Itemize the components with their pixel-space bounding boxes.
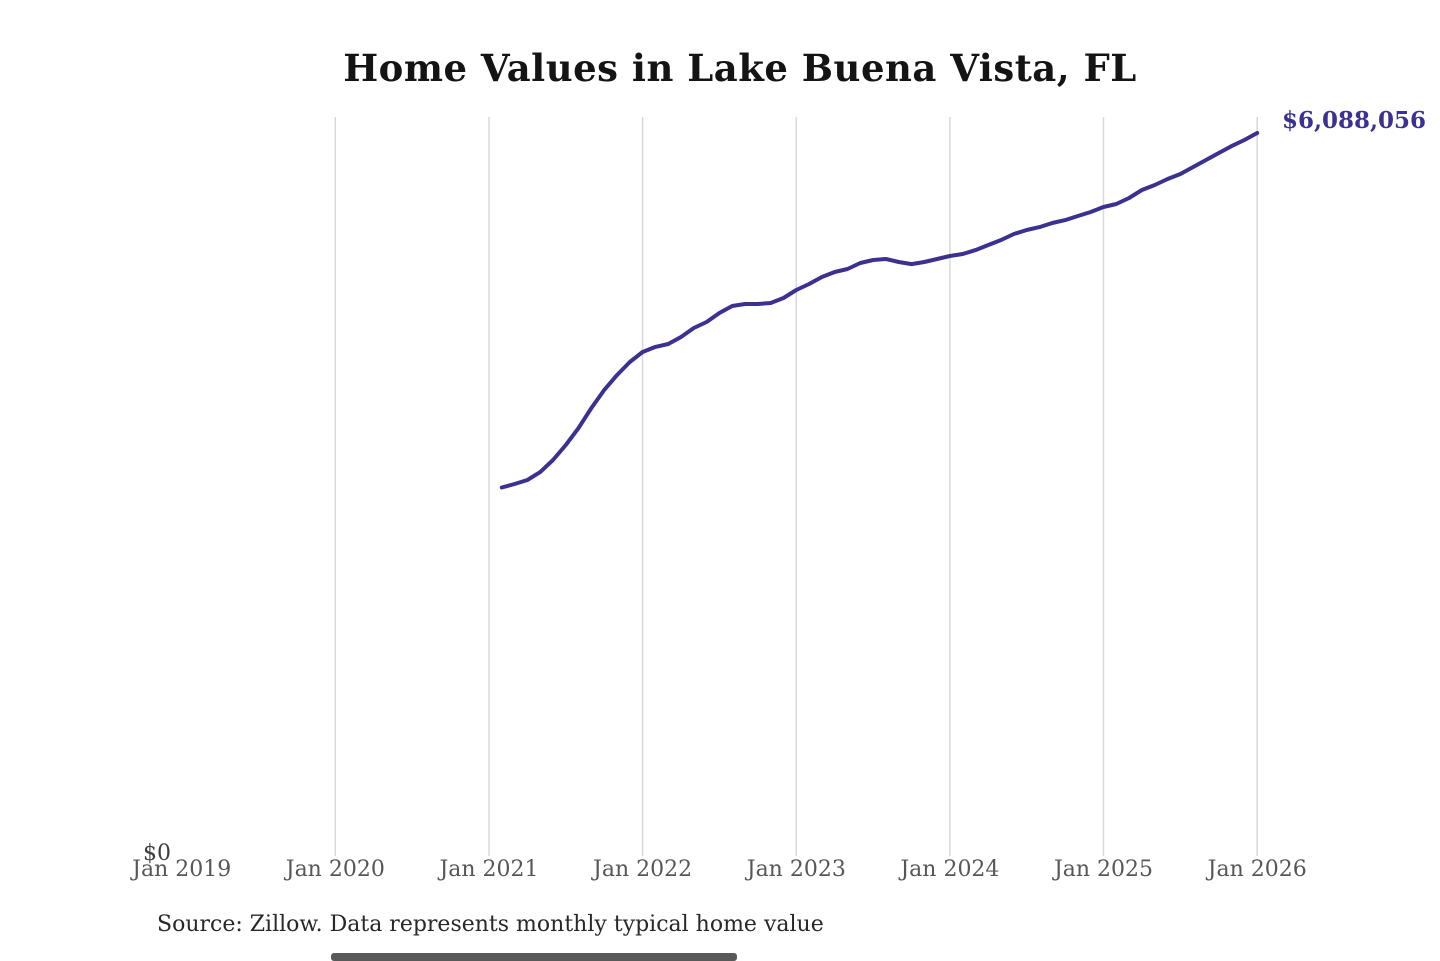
x-axis-label-jan-2026: Jan 2026 [1207, 857, 1307, 882]
y-axis-zero-label: $0 [143, 841, 171, 866]
x-axis-label-jan-2019: Jan 2019 [132, 857, 232, 882]
latest-value-annotation: $6,088,056 [1282, 107, 1427, 134]
x-axis-label-jan-2025: Jan 2025 [1053, 857, 1154, 882]
home-value-line [499, 131, 1260, 490]
source-note: Source: Zillow. Data represents monthly … [157, 912, 824, 937]
x-axis-label-jan-2020: Jan 2020 [285, 857, 385, 882]
cropped-bottom-text-sliver [331, 953, 737, 961]
x-axis-label-jan-2024: Jan 2024 [900, 857, 1000, 882]
x-axis-label-jan-2022: Jan 2022 [593, 857, 693, 882]
x-axis-label-jan-2021: Jan 2021 [439, 857, 539, 882]
vertical-gridlines [334, 117, 1258, 856]
x-axis-label-jan-2023: Jan 2023 [746, 857, 846, 882]
chart-title: Home Values in Lake Buena Vista, FL [343, 46, 1137, 90]
